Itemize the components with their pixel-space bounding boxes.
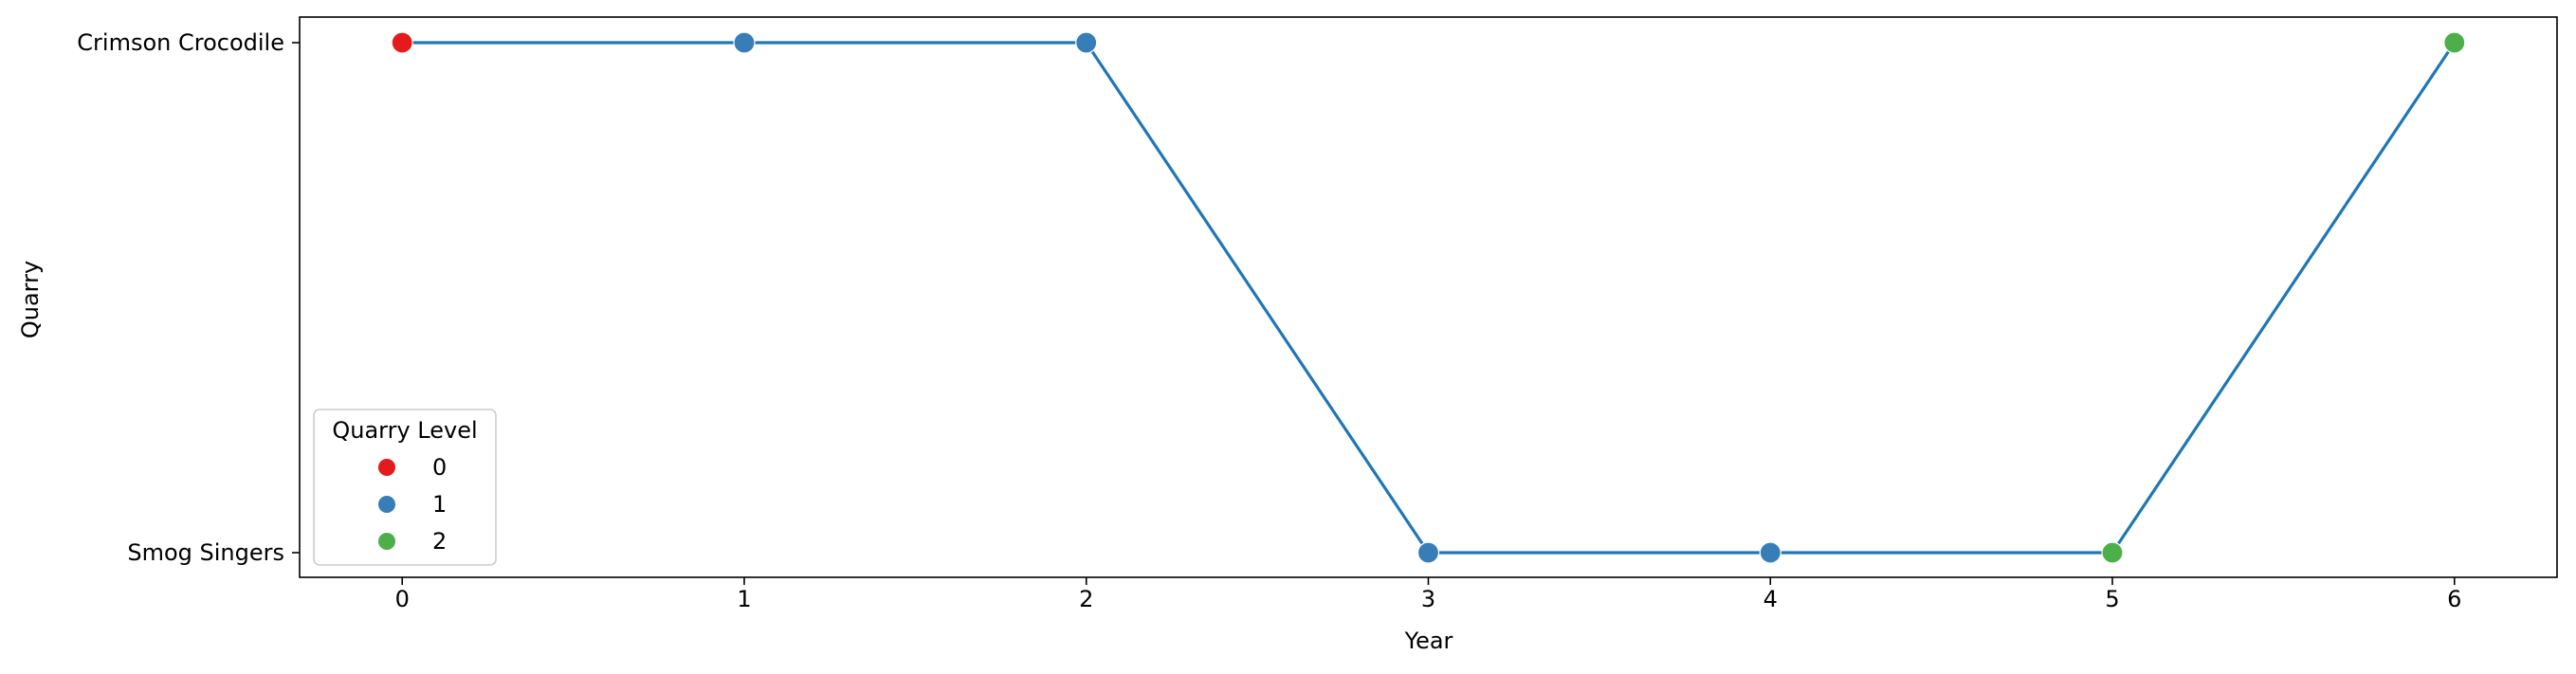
x-tick-label: 5	[2105, 586, 2119, 612]
data-point	[2101, 541, 2124, 564]
legend-box	[313, 409, 497, 566]
y-axis-label: Quarry	[17, 261, 44, 338]
x-tick-label: 0	[395, 586, 410, 612]
x-tick-label: 3	[1421, 586, 1435, 612]
marker-layer	[391, 31, 2466, 564]
legend-label: 0	[432, 454, 447, 481]
legend: Quarry Level 0 1 2	[313, 409, 497, 566]
x-tick-label: 6	[2447, 586, 2461, 612]
data-point	[2443, 31, 2466, 54]
legend-marker	[378, 459, 395, 476]
data-point	[1416, 541, 1440, 564]
data-point	[391, 31, 413, 54]
legend-label: 1	[432, 491, 447, 518]
legend-marker	[378, 533, 395, 550]
x-tick-label: 1	[737, 586, 751, 612]
data-point	[1075, 31, 1098, 54]
x-axis: 0 1 2 3 4 5 6	[395, 577, 2461, 612]
data-point	[1759, 541, 1781, 564]
x-tick-label: 2	[1079, 586, 1093, 612]
series-line	[402, 41, 2457, 555]
legend-entries: 0 1 2	[378, 454, 447, 555]
legend-marker	[378, 496, 395, 513]
y-axis: Smog Singers Crimson Crocodile	[77, 29, 300, 566]
y-tick-label: Smog Singers	[127, 539, 284, 566]
x-tick-label: 4	[1763, 586, 1778, 612]
legend-title: Quarry Level	[332, 417, 477, 444]
plot-frame	[299, 16, 2558, 578]
y-tick-label: Crimson Crocodile	[77, 29, 284, 56]
legend-label: 2	[432, 528, 447, 555]
x-axis-label: Year	[1404, 628, 1453, 654]
series-layer	[402, 41, 2457, 555]
data-point	[733, 31, 756, 54]
